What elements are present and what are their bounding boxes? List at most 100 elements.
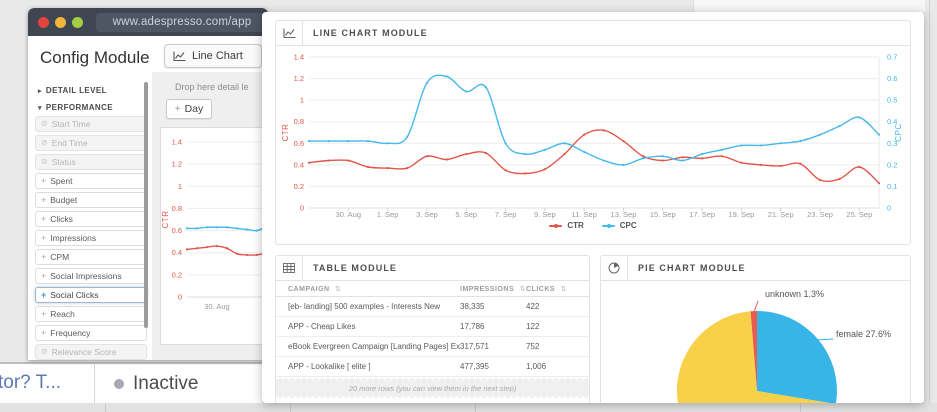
impressions-cell: 317,571 (460, 342, 489, 351)
module-header: PIE CHART MODULE (601, 256, 910, 281)
sidebar-item-end-time: ⊘ End Time (35, 135, 147, 151)
no-entry-icon: ⊘ (41, 138, 48, 147)
background-link[interactable]: tor? T... (0, 372, 62, 393)
pie-chart-module: PIE CHART MODULE unknown 1.3% female 27.6… (600, 255, 911, 403)
legend-swatch (601, 223, 615, 228)
svg-text:25. Sep: 25. Sep (846, 210, 872, 219)
sidebar-item-social-clicks[interactable]: + Social Clicks (35, 287, 147, 303)
widget-preview-area: Drop here detail le + Day 0 0.2 0.4 0.6 0.8 1… (152, 72, 268, 360)
table-row[interactable]: APP - Cheap Likes 17,786 122 (276, 317, 589, 337)
sidebar-item-start-time: ⊘ Start Time (35, 116, 147, 132)
drop-hint-text: Drop here detail le (175, 82, 249, 92)
minimize-button[interactable] (55, 16, 66, 28)
sidebar-item-label: Status (51, 157, 76, 167)
table-row[interactable]: APP - Lookalike [ elite ] 477,395 1,006 (276, 357, 589, 377)
plus-icon: + (41, 232, 47, 243)
table-body: [eb- landing] 500 examples - Interests N… (276, 297, 589, 403)
chart-type-label: Line Chart (192, 50, 243, 62)
day-chip[interactable]: + Day (166, 99, 212, 119)
dashboard-panel: LINE CHART MODULE 0 0.2 0.4 0.6 0.8 1 1.2 1.4 0 0… (262, 12, 924, 403)
plus-icon: + (41, 327, 47, 338)
module-title: TABLE MODULE (313, 263, 398, 273)
chart-legend: CTR CPC (276, 221, 910, 230)
column-divider (94, 364, 95, 412)
sidebar-item-label: Budget (50, 195, 78, 205)
legend-item-cpc[interactable]: CPC (601, 221, 637, 230)
column-header-impressions[interactable]: IMPRESSIONS ⇅ (460, 285, 526, 293)
campaign-cell: [eb- landing] 500 examples - Interests N… (288, 302, 441, 311)
line-chart-icon (276, 21, 303, 45)
svg-text:CPC: CPC (894, 123, 903, 141)
page-title: Config Module (40, 48, 150, 67)
section-performance[interactable]: ▾ PERFORMANCE (33, 99, 149, 116)
sort-icon[interactable]: ⇅ (332, 285, 342, 293)
campaign-cell: eBook Evergreen Campaign [Landing Pages]… (288, 342, 460, 351)
svg-text:female 27.6%: female 27.6% (836, 329, 891, 339)
chart-type-select[interactable]: Line Chart (164, 44, 262, 68)
svg-text:7. Sep: 7. Sep (495, 210, 517, 219)
impressions-cell: 38,335 (460, 302, 485, 311)
sidebar-item-label: Start Time (51, 119, 91, 129)
svg-text:0.2: 0.2 (172, 270, 182, 279)
plus-icon: + (41, 251, 47, 262)
sidebar-item-spent[interactable]: + Spent (35, 173, 147, 189)
column-header-campaign[interactable]: CAMPAIGN ⇅ (288, 285, 342, 293)
sidebar-item-reach[interactable]: + Reach (35, 306, 147, 322)
section-detail-level[interactable]: ▸ DETAIL LEVEL (33, 82, 149, 99)
sidebar-item-clicks[interactable]: + Clicks (35, 211, 147, 227)
svg-text:0.3: 0.3 (887, 139, 897, 148)
svg-text:30. Aug: 30. Aug (204, 302, 229, 311)
url-bar[interactable]: www.adespresso.com/app (96, 12, 268, 32)
no-entry-icon: ⊘ (41, 347, 48, 356)
sidebar-item-status: ⊘ Status (35, 154, 147, 170)
module-title: PIE CHART MODULE (638, 263, 746, 273)
ctr-cpc-line-chart: 0 0.2 0.4 0.6 0.8 1 1.2 1.4 0 0.1 0.2 0.3 0.4 0.5 0.6 0… (281, 53, 903, 220)
legend-label: CPC (619, 221, 637, 230)
browser-titlebar: www.adespresso.com/app (28, 8, 268, 36)
table-module: TABLE MODULE CAMPAIGN ⇅ IMPRESSIONS ⇅ CLIC… (275, 255, 590, 403)
clicks-cell: 422 (526, 302, 540, 311)
column-header-clicks[interactable]: CLICKS ⇅ (526, 285, 567, 293)
table-row[interactable]: eBook Evergreen Campaign [Landing Pages]… (276, 337, 589, 357)
sidebar-item-frequency[interactable]: + Frequency (35, 325, 147, 341)
sidebar-scrollbar[interactable] (144, 82, 148, 328)
svg-text:0.6: 0.6 (887, 74, 897, 83)
sort-icon[interactable]: ⇅ (558, 285, 567, 293)
sidebar: ▸ DETAIL LEVEL ▾ PERFORMANCE ⊘ Start Time… (33, 72, 149, 360)
sidebar-item-label: Relevance Score (51, 347, 117, 357)
sidebar-item-impressions[interactable]: + Impressions (35, 230, 147, 246)
sort-icon[interactable]: ⇅ (517, 285, 526, 293)
section-label: PERFORMANCE (45, 103, 113, 112)
svg-text:1.2: 1.2 (294, 74, 304, 83)
table-row[interactable]: Facebook Ads Contest - Post Copy11,54346 (276, 399, 589, 403)
svg-text:21. Sep: 21. Sep (768, 210, 794, 219)
sidebar-item-label: Social Clicks (50, 290, 99, 300)
sidebar-item-label: Impressions (50, 233, 97, 243)
zoom-button[interactable] (72, 16, 83, 28)
svg-text:0: 0 (887, 204, 891, 213)
plus-icon: + (41, 175, 47, 186)
inactive-status-icon (114, 379, 124, 389)
sidebar-item-label: Spent (50, 176, 73, 186)
sidebar-item-social-impressions[interactable]: + Social Impressions (35, 268, 147, 284)
svg-text:CTR: CTR (281, 124, 290, 142)
sidebar-item-budget[interactable]: + Budget (35, 192, 147, 208)
line-chart-module: LINE CHART MODULE 0 0.2 0.4 0.6 0.8 1 1.2 1.4 0 0… (275, 20, 911, 245)
svg-text:9. Sep: 9. Sep (534, 210, 556, 219)
table-row[interactable]: [eb- landing] 500 examples - Interests N… (276, 297, 589, 317)
svg-text:0.4: 0.4 (294, 160, 304, 169)
collapsed-arrow-icon: ▸ (38, 87, 42, 95)
svg-text:0: 0 (300, 204, 304, 213)
legend-item-ctr[interactable]: CTR (549, 221, 584, 230)
svg-text:0.6: 0.6 (172, 226, 182, 235)
close-button[interactable] (38, 16, 49, 28)
svg-text:CTR: CTR (161, 211, 170, 229)
svg-text:0.8: 0.8 (294, 117, 304, 126)
plus-icon: + (41, 213, 47, 224)
svg-text:0.4: 0.4 (887, 117, 897, 126)
sidebar-item-relevance-score: ⊘ Relevance Score (35, 344, 147, 360)
legend-swatch (549, 223, 563, 228)
sidebar-item-cpm[interactable]: + CPM (35, 249, 147, 265)
clicks-cell: 1,006 (526, 362, 547, 371)
